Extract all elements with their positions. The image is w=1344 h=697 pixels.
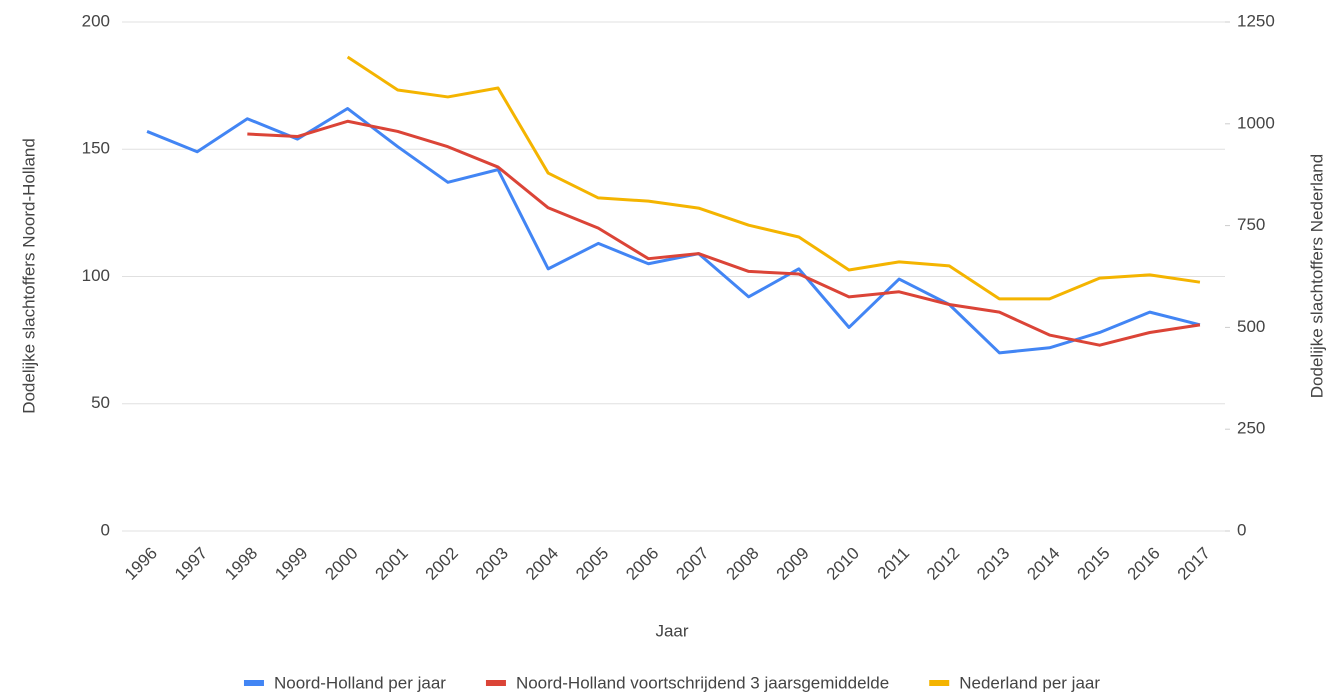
series-line	[346, 55, 1201, 301]
y2-tick-label: 0	[1237, 520, 1246, 539]
series-line	[247, 119, 1201, 347]
y-tick-label: 100	[82, 266, 110, 285]
y2-tick-label: 250	[1237, 419, 1265, 438]
x-tick-label: 1997	[171, 544, 211, 584]
x-tick-label: 2005	[572, 544, 612, 584]
x-tick-label: 2001	[372, 544, 412, 584]
y-tick-label: 200	[82, 11, 110, 30]
legend-label: Noord-Holland voortschrijdend 3 jaarsgem…	[516, 673, 889, 692]
y-tick-label: 150	[82, 139, 110, 158]
x-tick-label: 2017	[1174, 544, 1214, 584]
x-tick-label: 2006	[622, 544, 662, 584]
y2-tick-label: 750	[1237, 215, 1265, 234]
x-tick-label: 2010	[823, 544, 863, 584]
x-tick-label: 2013	[973, 544, 1013, 584]
legend-label: Noord-Holland per jaar	[274, 673, 446, 692]
y-tick-label: 0	[101, 520, 110, 539]
x-tick-label: 2003	[472, 544, 512, 584]
x-tick-label: 2007	[672, 544, 712, 584]
x-tick-label: 2008	[723, 544, 763, 584]
y2-tick-label: 1000	[1237, 113, 1275, 132]
legend-label: Nederland per jaar	[959, 673, 1100, 692]
y-tick-label: 50	[91, 393, 110, 412]
x-tick-label: 2014	[1023, 544, 1063, 584]
y-axis-title: Dodelijke slachtoffers Noord-Holland	[19, 138, 38, 414]
x-tick-label: 2000	[321, 544, 361, 584]
x-tick-label: 2004	[522, 544, 562, 584]
x-tick-label: 1999	[271, 544, 311, 584]
x-axis-title: Jaar	[655, 621, 688, 640]
x-tick-label: 2016	[1124, 544, 1164, 584]
x-tick-label: 1998	[221, 544, 261, 584]
y2-tick-label: 500	[1237, 317, 1265, 336]
x-tick-label: 2009	[773, 544, 813, 584]
x-tick-label: 1996	[121, 544, 161, 584]
x-tick-label: 2012	[923, 544, 963, 584]
y2-tick-label: 1250	[1237, 11, 1275, 30]
y2-axis-title: Dodelijke slachtoffers Nederland	[1307, 154, 1326, 398]
x-tick-label: 2015	[1073, 544, 1113, 584]
x-tick-label: 2002	[422, 544, 462, 584]
series-line	[146, 107, 1201, 355]
x-tick-label: 2011	[874, 544, 913, 583]
